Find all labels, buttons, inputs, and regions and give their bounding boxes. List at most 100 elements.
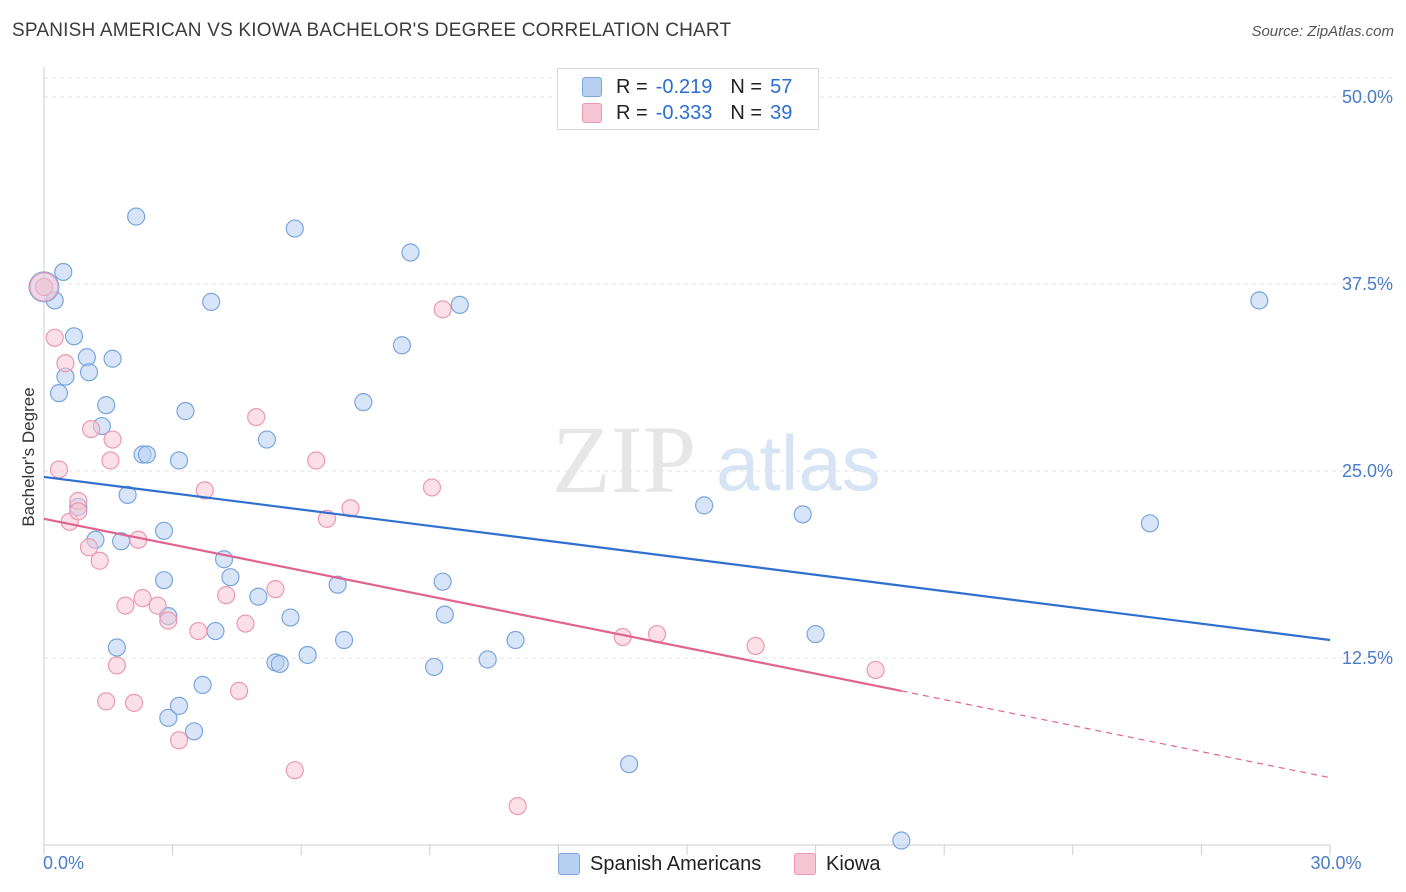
point-kiowa [866,660,885,680]
point-kiowa [49,460,69,479]
point-spanish-americans [202,292,221,311]
point-kiowa [307,451,326,470]
point-spanish-americans [154,571,174,590]
point-spanish-americans [892,831,911,850]
point-spanish-americans [257,430,277,449]
x-tick-label: 0.0% [43,853,84,873]
point-kiowa [97,692,116,711]
point-kiowa [508,796,527,816]
source-label: Source: ZipAtlas.com [1251,23,1394,40]
trend-lines [43,475,1331,779]
tick-labels: 12.5% 25.0% 37.5% 50.0% 0.0% 30.0% [43,87,1393,873]
point-kiowa [107,656,126,675]
point-spanish-americans [206,621,225,641]
point-kiowa [101,451,120,470]
legend-n-label: N = [730,101,763,124]
point-kiowa [90,551,109,570]
point-spanish-americans [103,349,122,368]
point-spanish-americans [354,393,373,412]
y-axis-label: Bachelor's Degree [19,387,38,526]
point-spanish-americans [392,336,412,355]
point-kiowa [189,621,208,641]
point-spanish-americans [79,363,99,382]
watermark-atlas: atlas [716,419,881,507]
point-kiowa [116,596,135,615]
legend-r-value: -0.333 [655,101,713,124]
x-tick-label: 30.0% [1310,853,1361,873]
point-spanish-americans [620,755,639,774]
point-spanish-americans [137,445,156,464]
point-spanish-americans [1250,291,1269,310]
legend-r-label: R = [616,75,648,98]
y-tick-label: 50.0% [1342,87,1393,107]
point-kiowa [82,419,101,439]
point-spanish-americans [221,568,240,587]
point-kiowa [422,478,442,497]
bottom-legend-swatch-pink [794,853,816,875]
point-spanish-americans [506,630,525,650]
point-spanish-americans [478,650,497,669]
point-spanish-americans [193,675,212,695]
legend-n-label: N = [730,75,763,98]
point-kiowa [217,586,236,605]
watermark: ZIP atlas [552,406,881,513]
bottom-legend-spanish-americans: Spanish Americans [558,852,761,876]
point-kiowa [69,502,88,521]
series-kiowa [29,272,885,816]
point-spanish-americans [249,587,268,606]
correlation-legend: R = -0.219 N = 57 R = -0.333 N = 39 [557,68,819,130]
grid-lines [44,77,1392,659]
legend-swatch-pink [582,103,602,123]
point-spanish-americans [159,708,178,727]
point-kiowa [433,300,452,319]
point-kiowa [247,408,266,427]
point-kiowa-large [29,272,59,302]
point-spanish-americans [77,348,96,367]
bottom-legend-label: Spanish Americans [590,852,762,875]
point-spanish-americans [450,295,469,314]
point-spanish-americans [435,605,454,624]
legend-r-value: -0.219 [655,75,713,98]
legend-r-label: R = [616,101,648,124]
axes [43,67,1331,855]
point-spanish-americans [424,657,444,677]
point-spanish-americans [97,396,116,415]
point-spanish-americans [270,654,289,674]
point-kiowa [56,354,75,373]
trend-line-kiowa-extension [901,690,1331,779]
point-spanish-americans [401,243,420,262]
point-kiowa [266,580,285,599]
point-spanish-americans [169,451,189,470]
legend-row-kiowa: R = -0.333 N = 39 [582,101,792,125]
point-spanish-americans [64,327,84,346]
y-tick-label: 12.5% [1342,648,1393,668]
point-spanish-americans [281,608,300,627]
point-spanish-americans [328,575,347,594]
point-kiowa [124,693,144,712]
point-spanish-americans [176,402,195,421]
point-spanish-americans [107,638,126,657]
chart-title: SPANISH AMERICAN VS KIOWA BACHELOR'S DEG… [12,20,732,41]
point-spanish-americans [433,572,452,591]
bottom-legend-label: Kiowa [826,852,881,875]
point-spanish-americans [695,496,714,515]
legend-n-value: 57 [770,75,793,98]
point-spanish-americans [54,262,73,282]
trend-line-kiowa [43,517,902,692]
point-kiowa [169,731,189,750]
point-spanish-americans [127,207,146,226]
point-spanish-americans [334,630,354,650]
point-spanish-americans [49,384,69,403]
y-tick-label: 25.0% [1342,461,1393,481]
point-kiowa [45,328,64,347]
bottom-legend-swatch-blue [558,853,580,875]
point-kiowa [34,277,54,297]
series-spanish-americans [28,207,1269,850]
point-kiowa [229,681,249,700]
point-spanish-americans [298,645,317,665]
point-kiowa [746,636,765,656]
point-spanish-americans [118,485,137,504]
point-kiowa [285,761,304,780]
point-spanish-americans [806,624,825,644]
